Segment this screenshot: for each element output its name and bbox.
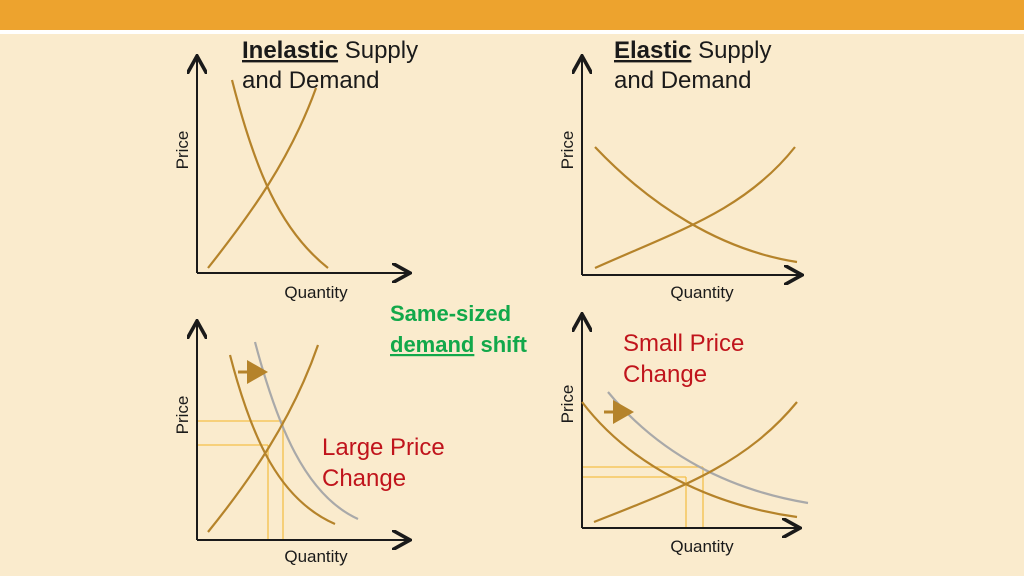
y-axis-label: Price bbox=[173, 396, 192, 435]
annotation: Small Price bbox=[623, 330, 744, 357]
panel-elastic-shift: Price Quantity Small Price Change bbox=[558, 316, 809, 556]
annotation: Change bbox=[623, 361, 707, 388]
panel-elastic: Elastic Supply and Demand Price Quantity bbox=[558, 37, 800, 302]
x-axis-label: Quantity bbox=[284, 283, 348, 302]
center-note: demand shift bbox=[390, 332, 528, 357]
center-key: demand bbox=[390, 332, 474, 357]
annotation: Large Price bbox=[322, 434, 445, 461]
y-axis-label: Price bbox=[558, 131, 577, 170]
demand-curve bbox=[230, 79, 329, 269]
panel-title: Elastic Supply bbox=[614, 37, 771, 64]
x-axis-label: Quantity bbox=[284, 547, 348, 566]
y-axis-label: Price bbox=[173, 131, 192, 170]
supply-curve bbox=[593, 401, 798, 524]
supply-curve bbox=[207, 87, 318, 269]
title-rest: Supply bbox=[345, 37, 418, 64]
center-note: Same-sized bbox=[390, 301, 511, 326]
title-rest: Supply bbox=[698, 37, 771, 64]
supply-curve bbox=[594, 146, 796, 270]
demand-curve bbox=[581, 401, 798, 519]
top-rule bbox=[0, 30, 1024, 34]
panel-title-line2: and Demand bbox=[614, 67, 751, 94]
x-axis-label: Quantity bbox=[670, 283, 734, 302]
panel-title-line2: and Demand bbox=[242, 67, 379, 94]
top-bar bbox=[0, 0, 1024, 30]
annotation: Change bbox=[322, 465, 406, 492]
panel-title: Inelastic Supply bbox=[242, 37, 418, 64]
title-key: Inelastic bbox=[242, 37, 338, 64]
x-axis-label: Quantity bbox=[670, 537, 734, 556]
demand-curve bbox=[594, 146, 798, 264]
supply-curve bbox=[207, 344, 320, 533]
center-rest: shift bbox=[480, 332, 527, 357]
panel-inelastic-shift: Price Quantity Large Price Change bbox=[173, 323, 445, 566]
panel-inelastic: Inelastic Supply and Demand Price Quanti… bbox=[173, 37, 418, 302]
title-key: Elastic bbox=[614, 37, 691, 64]
y-axis-label: Price bbox=[558, 385, 577, 424]
demand-curve bbox=[228, 354, 336, 526]
